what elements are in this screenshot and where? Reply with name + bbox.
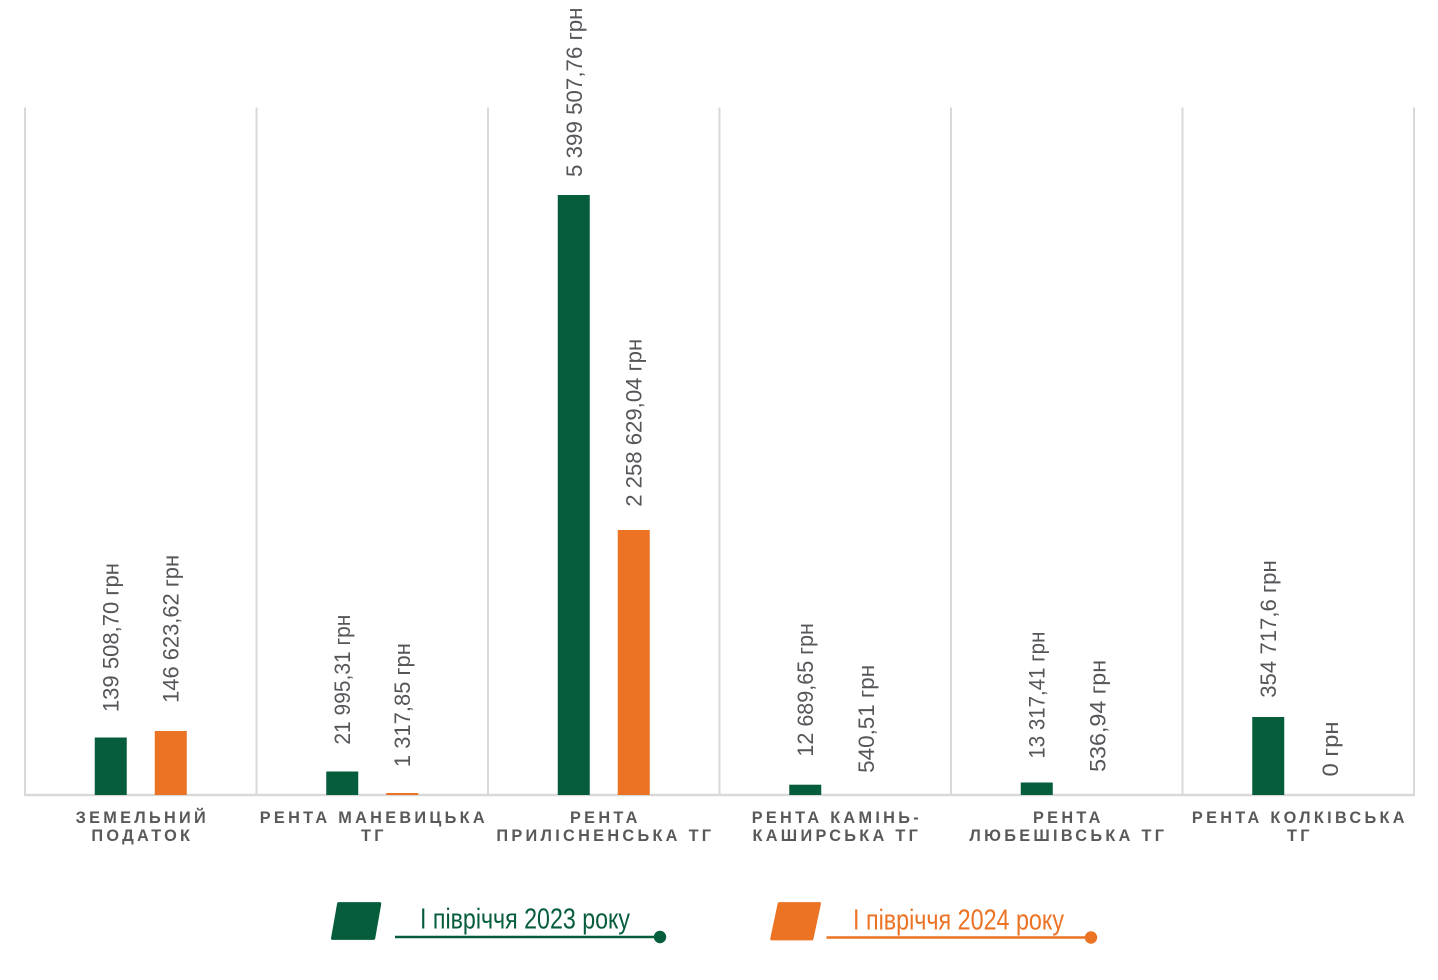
svg-text:0 грн: 0 грн [1318,722,1343,777]
svg-text:146 623,62 грн: 146 623,62 грн [159,555,184,703]
svg-text:536,94 грн: 536,94 грн [1086,660,1111,772]
svg-text:РЕНТА: РЕНТА [570,809,641,827]
svg-text:І півріччя 2023 року: І півріччя 2023 року [420,904,630,936]
svg-text:ТГ: ТГ [1287,827,1313,845]
svg-text:ТГ: ТГ [361,827,387,845]
svg-text:ЗЕМЕЛЬНИЙ: ЗЕМЕЛЬНИЙ [76,808,209,827]
svg-text:139 508,70 грн: 139 508,70 грн [99,563,124,712]
svg-text:КАШИРСЬКА ТГ: КАШИРСЬКА ТГ [753,827,922,845]
svg-text:540,51 грн: 540,51 грн [854,665,879,773]
svg-text:І півріччя 2024 року: І півріччя 2024 року [853,905,1064,937]
svg-text:ПРИЛІСНЕНСЬКА ТГ: ПРИЛІСНЕНСЬКА ТГ [496,827,714,845]
svg-text:РЕНТА: РЕНТА [1033,809,1104,827]
svg-text:ПОДАТОК: ПОДАТОК [91,827,193,845]
svg-text:1 317,85 грн: 1 317,85 грн [390,643,415,767]
svg-text:5 399 507,76 грн: 5 399 507,76 грн [562,8,587,178]
svg-text:21 995,31 грн: 21 995,31 грн [330,615,355,745]
svg-text:РЕНТА МАНЕВИЦЬКА: РЕНТА МАНЕВИЦЬКА [260,809,488,827]
svg-text:РЕНТА КАМІНЬ-: РЕНТА КАМІНЬ- [752,809,922,827]
svg-text:354 717,6 грн: 354 717,6 грн [1256,560,1281,698]
svg-text:РЕНТА КОЛКІВСЬКА: РЕНТА КОЛКІВСЬКА [1192,809,1408,827]
svg-text:2 258 629,04 грн: 2 258 629,04 грн [622,339,647,507]
svg-text:13 317,41 грн: 13 317,41 грн [1025,632,1050,759]
svg-text:12 689,65 грн: 12 689,65 грн [793,623,818,757]
svg-text:ЛЮБЕШІВСЬКА ТГ: ЛЮБЕШІВСЬКА ТГ [969,827,1167,845]
